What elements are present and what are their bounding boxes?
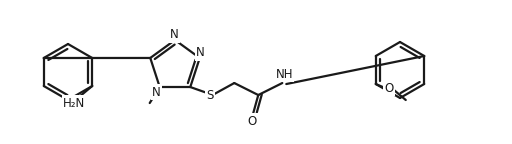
- Text: H₂N: H₂N: [63, 96, 86, 109]
- Text: O: O: [248, 114, 257, 128]
- Text: S: S: [207, 89, 214, 102]
- Text: N: N: [169, 29, 178, 41]
- Text: N: N: [197, 47, 205, 59]
- Text: N: N: [153, 86, 161, 98]
- Text: NH: NH: [275, 68, 293, 80]
- Text: O: O: [384, 82, 393, 94]
